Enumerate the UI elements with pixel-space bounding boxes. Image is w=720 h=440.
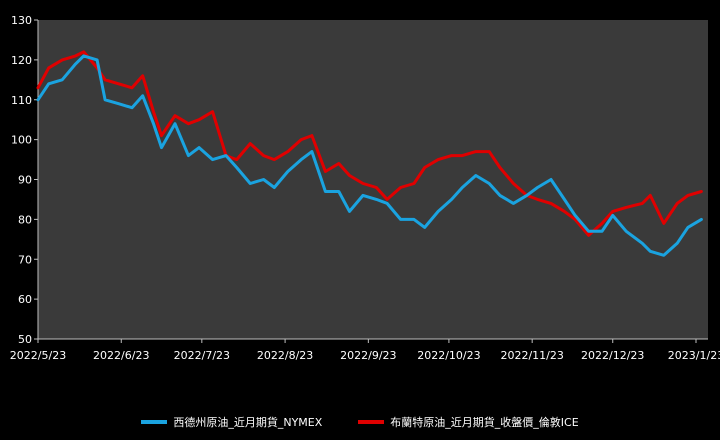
x-tick-label: 2022/12/23 xyxy=(581,349,644,362)
y-tick-label: 70 xyxy=(18,253,32,266)
plot-area xyxy=(38,20,708,339)
legend-label-wti: 西德州原油_近月期貨_NYMEX xyxy=(173,416,323,429)
legend-item-wti: 西德州原油_近月期貨_NYMEX xyxy=(141,414,322,430)
x-tick-label: 2022/11/23 xyxy=(500,349,563,362)
series-line-brent xyxy=(36,50,703,237)
y-tick-label: 130 xyxy=(11,14,32,27)
y-tick-label: 90 xyxy=(18,174,32,187)
x-tick-label: 2022/6/23 xyxy=(93,349,149,362)
y-tick-label: 110 xyxy=(11,94,32,107)
y-tick-label: 60 xyxy=(18,293,32,306)
tick-labels: 50 60 70 80 90 100 110 120 130 2022/5/23 2022/6/23… xyxy=(10,14,720,362)
legend-swatch-brent xyxy=(358,420,385,424)
y-tick-label: 100 xyxy=(11,134,32,147)
y-tick-label: 80 xyxy=(18,213,32,226)
x-tick-label: 2022/10/23 xyxy=(417,349,480,362)
x-tick-label: 2022/5/23 xyxy=(10,349,66,362)
series-layer xyxy=(36,50,703,257)
axes xyxy=(34,19,708,343)
legend-label-brent: 布蘭特原油_近月期貨_收盤價_倫敦ICE xyxy=(390,416,579,429)
y-tick-label: 120 xyxy=(11,54,32,67)
legend-swatch-wti xyxy=(141,420,168,424)
legend: 西德州原油_近月期貨_NYMEX 布蘭特原油_近月期貨_收盤價_倫敦ICE xyxy=(0,410,720,434)
legend-item-brent: 布蘭特原油_近月期貨_收盤價_倫敦ICE xyxy=(358,414,579,430)
x-tick-label: 2022/7/23 xyxy=(174,349,230,362)
x-tick-label: 2023/1/23 xyxy=(668,349,720,362)
x-tick-label: 2022/8/23 xyxy=(257,349,313,362)
x-tick-label: 2022/9/23 xyxy=(340,349,396,362)
y-tick-label: 50 xyxy=(18,333,32,346)
series-line-wti xyxy=(36,54,703,257)
